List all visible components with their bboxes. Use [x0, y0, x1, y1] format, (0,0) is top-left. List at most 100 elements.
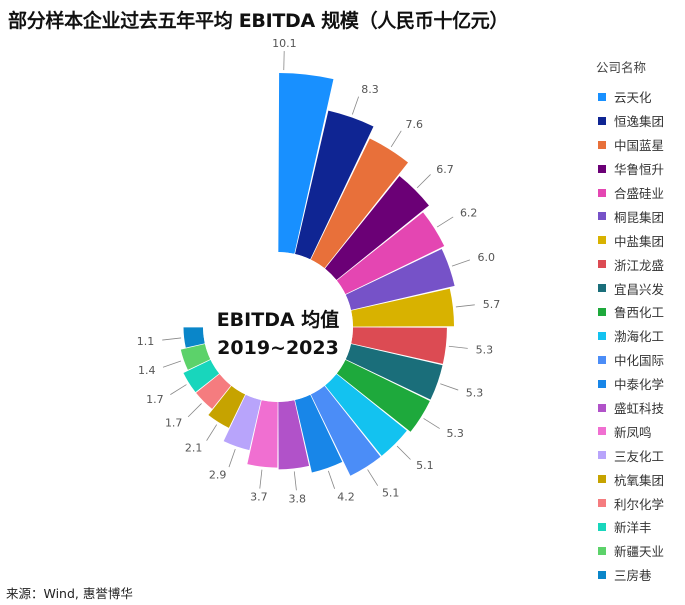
bar-3 — [310, 138, 409, 269]
legend-swatch — [598, 546, 606, 555]
legend-label: 华鲁恒升 — [614, 162, 665, 178]
bar-17 — [208, 385, 246, 428]
center-label-line1: EBITDA 均值 — [217, 308, 340, 331]
bar-12 — [310, 385, 381, 476]
legend-item[interactable]: 中盐集团 — [596, 228, 664, 252]
legend-item[interactable]: 合盛硅业 — [596, 181, 664, 205]
leader-line-19 — [170, 384, 187, 395]
bar-16 — [223, 394, 261, 451]
bar-21 — [183, 327, 205, 348]
legend-label: 中国蓝星 — [614, 138, 665, 154]
value-label-1: 10.1 — [272, 37, 297, 50]
bar-18 — [196, 374, 231, 409]
legend-label: 中盐集团 — [614, 233, 665, 249]
value-label-4: 6.7 — [436, 163, 454, 176]
center-label-line2: 2019~2023 — [217, 337, 339, 359]
legend-label: 杭氧集团 — [614, 472, 665, 488]
legend-swatch — [598, 451, 606, 460]
legend-label: 宜昌兴发 — [614, 281, 665, 297]
legend-item[interactable]: 中泰化学 — [596, 372, 664, 396]
leader-line-18 — [187, 403, 202, 418]
bar-14 — [278, 400, 310, 470]
legend-item[interactable]: 渤海化工 — [596, 324, 664, 348]
value-label-10: 5.3 — [446, 427, 464, 440]
bar-5 — [336, 212, 445, 295]
legend-swatch — [598, 475, 606, 484]
value-label-2: 8.3 — [361, 83, 379, 96]
legend-swatch — [598, 379, 606, 388]
legend-swatch — [598, 212, 606, 221]
legend-label: 三房巷 — [614, 568, 652, 584]
legend-label: 中化国际 — [614, 353, 665, 369]
bar-9 — [345, 344, 443, 400]
legend-item[interactable]: 华鲁恒升 — [596, 157, 664, 181]
legend-swatch — [598, 116, 606, 125]
legend-label: 三友化工 — [614, 448, 665, 464]
value-label-17: 2.1 — [185, 441, 203, 454]
leader-line-5 — [436, 216, 454, 228]
legend-swatch — [598, 403, 606, 412]
legend-label: 恒逸集团 — [614, 114, 665, 130]
legend-item[interactable]: 中国蓝星 — [596, 133, 664, 157]
bar-20 — [180, 344, 211, 370]
legend-label: 盛虹科技 — [614, 401, 665, 417]
legend-label: 新洋丰 — [614, 520, 652, 536]
legend-item[interactable]: 新洋丰 — [596, 515, 664, 539]
value-label-3: 7.6 — [406, 118, 424, 131]
legend-item[interactable]: 浙江龙盛 — [596, 252, 664, 276]
bar-10 — [336, 359, 430, 432]
legend-item[interactable]: 三友化工 — [596, 443, 664, 467]
bar-2 — [295, 110, 374, 260]
value-label-8: 5.3 — [476, 343, 494, 356]
legend-swatch — [598, 331, 606, 340]
chart-title: 部分样本企业过去五年平均 EBITDA 规模（人民币十亿元） — [8, 10, 509, 32]
value-label-13: 4.2 — [337, 490, 355, 503]
leader-line-6 — [451, 259, 471, 267]
value-label-16: 2.9 — [209, 469, 227, 482]
leader-line-17 — [206, 424, 218, 441]
legend-label: 新疆天业 — [614, 544, 665, 560]
legend-swatch — [598, 236, 606, 245]
leader-line-7 — [455, 304, 475, 308]
legend-item[interactable]: 鲁西化工 — [596, 300, 664, 324]
leader-line-16 — [228, 449, 236, 468]
value-label-20: 1.4 — [138, 364, 156, 377]
legend-item[interactable]: 新疆天业 — [596, 539, 664, 563]
legend-item[interactable]: 新凤鸣 — [596, 419, 664, 443]
legend-item[interactable]: 盛虹科技 — [596, 396, 664, 420]
legend-label: 渤海化工 — [614, 329, 665, 345]
legend-item[interactable]: 恒逸集团 — [596, 109, 664, 133]
legend-item[interactable]: 杭氧集团 — [596, 467, 664, 491]
legend-swatch — [598, 92, 606, 101]
value-label-5: 6.2 — [460, 207, 478, 220]
leader-line-9 — [440, 383, 459, 391]
legend-item[interactable]: 云天化 — [596, 85, 664, 109]
leader-line-4 — [416, 174, 431, 189]
leader-line-20 — [162, 360, 182, 368]
leader-line-21 — [162, 337, 182, 341]
legend-swatch — [598, 522, 606, 531]
leader-line-10 — [423, 418, 440, 429]
legend-swatch — [598, 188, 606, 197]
legend-item[interactable]: 利尔化学 — [596, 491, 664, 515]
legend-swatch — [598, 427, 606, 436]
bar-1 — [278, 73, 334, 254]
bar-6 — [345, 249, 455, 310]
source-note: 来源：Wind, 惠誉博华 — [6, 586, 133, 601]
legend-swatch — [598, 284, 606, 293]
legend-item[interactable]: 桐昆集团 — [596, 204, 664, 228]
value-label-9: 5.3 — [466, 387, 484, 400]
legend-swatch — [598, 355, 606, 364]
bar-19 — [183, 359, 220, 393]
leader-line-3 — [390, 130, 402, 148]
legend-label: 鲁西化工 — [614, 305, 665, 321]
legend-swatch — [598, 570, 606, 579]
legend-title: 公司名称 — [596, 60, 647, 75]
value-label-7: 5.7 — [483, 298, 501, 311]
leader-line-11 — [396, 445, 411, 460]
legend-item[interactable]: 三房巷 — [596, 563, 664, 587]
legend-item[interactable]: 宜昌兴发 — [596, 276, 664, 300]
legend-item[interactable]: 中化国际 — [596, 348, 664, 372]
leader-line-12 — [367, 469, 379, 486]
